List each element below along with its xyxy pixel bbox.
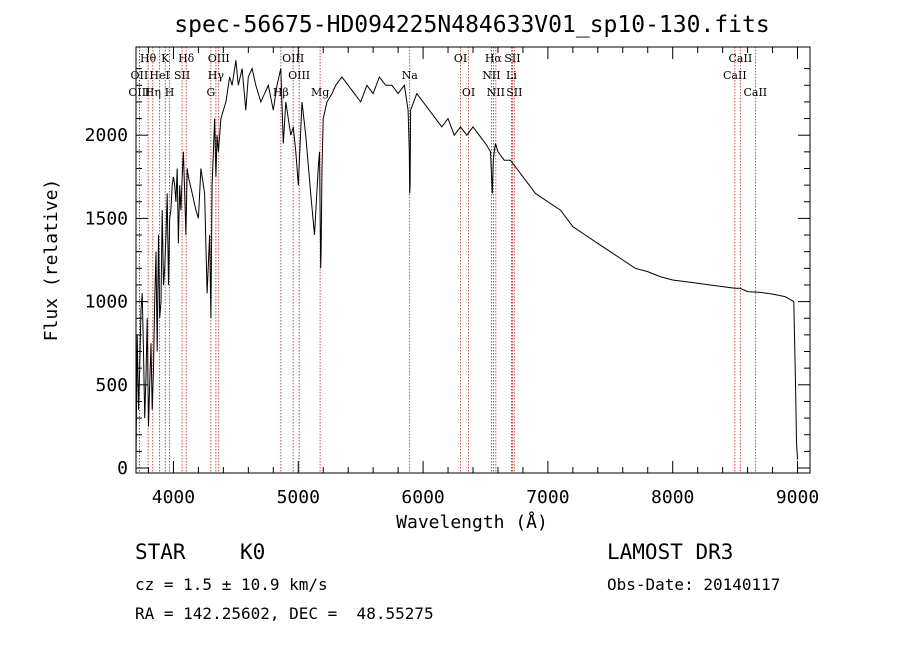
y-tick-label: 2000 bbox=[85, 125, 128, 146]
emission-line-label: Hη bbox=[145, 86, 161, 99]
x-tick-label: 9000 bbox=[776, 487, 819, 508]
emission-line-label: OI bbox=[454, 52, 467, 65]
x-tick-label: 6000 bbox=[401, 487, 444, 508]
spectrum-series-line bbox=[135, 60, 798, 462]
emission-line-label: Hγ bbox=[208, 69, 225, 82]
plot-frame bbox=[135, 46, 811, 474]
emission-line-label: CaII bbox=[743, 86, 767, 99]
x-tick-label: 5000 bbox=[277, 487, 320, 508]
observation-date: Obs-Date: 20140117 bbox=[607, 575, 781, 594]
emission-line-label: OIII bbox=[288, 69, 310, 82]
object-subclass: K0 bbox=[240, 540, 266, 564]
y-axis-label: Flux (relative) bbox=[41, 179, 62, 342]
emission-line-label: OIII bbox=[208, 52, 230, 65]
emission-line-label: OIII bbox=[128, 86, 150, 99]
emission-line-labels: Hθ OII OIII K HeI Hη SII H Hδ OIII Hγ G OIII OIII Hβ Mg… bbox=[128, 52, 767, 99]
emission-line-label: H bbox=[165, 86, 175, 99]
x-axis-label: Wavelength (Å) bbox=[396, 511, 548, 533]
x-tick-label: 7000 bbox=[526, 487, 569, 508]
emission-line-label: Hβ bbox=[273, 86, 289, 99]
x-tick-label: 8000 bbox=[651, 487, 694, 508]
emission-line-label: K bbox=[161, 52, 170, 65]
y-tick-label: 0 bbox=[117, 458, 128, 479]
emission-line-label: Hθ bbox=[140, 52, 157, 65]
y-tick-label: 1500 bbox=[85, 208, 128, 229]
emission-line-label: SII bbox=[504, 52, 520, 65]
emission-line-label: Na bbox=[402, 69, 419, 82]
y-tick-label: 500 bbox=[95, 375, 128, 396]
emission-line-label: NII bbox=[487, 86, 505, 99]
survey-name: LAMOST DR3 bbox=[607, 540, 734, 564]
emission-line-label: OIII bbox=[282, 52, 304, 65]
emission-line-label: Hδ bbox=[178, 52, 195, 65]
emission-line-label: G bbox=[206, 86, 215, 99]
redshift-velocity: cz = 1.5 ± 10.9 km/s bbox=[135, 575, 328, 594]
emission-line-label: Hα bbox=[485, 52, 503, 65]
emission-line-markers bbox=[138, 47, 756, 473]
x-axis-ticks: 4000 5000 6000 7000 8000 9000 bbox=[147, 47, 819, 508]
emission-line-label: HeI bbox=[149, 69, 169, 82]
emission-line-label: Mg bbox=[311, 86, 329, 99]
emission-line-label: Li bbox=[506, 69, 517, 82]
chart-title: spec-56675-HD094225N484633V01_sp10-130.f… bbox=[174, 12, 769, 38]
emission-line-label: OI bbox=[462, 86, 475, 99]
x-tick-label: 4000 bbox=[152, 487, 195, 508]
object-class: STAR bbox=[135, 540, 186, 564]
emission-line-label: NII bbox=[482, 69, 500, 82]
emission-line-label: OII bbox=[131, 69, 149, 82]
emission-line-label: CaII bbox=[729, 52, 753, 65]
emission-line-label: SII bbox=[506, 86, 522, 99]
coordinates: RA = 142.25602, DEC = 48.55275 bbox=[135, 604, 434, 623]
y-axis-ticks: 0 500 1000 1500 2000 bbox=[85, 68, 810, 479]
y-tick-label: 1000 bbox=[85, 292, 128, 313]
emission-line-label: SII bbox=[174, 69, 190, 82]
emission-line-label: CaII bbox=[723, 69, 747, 82]
